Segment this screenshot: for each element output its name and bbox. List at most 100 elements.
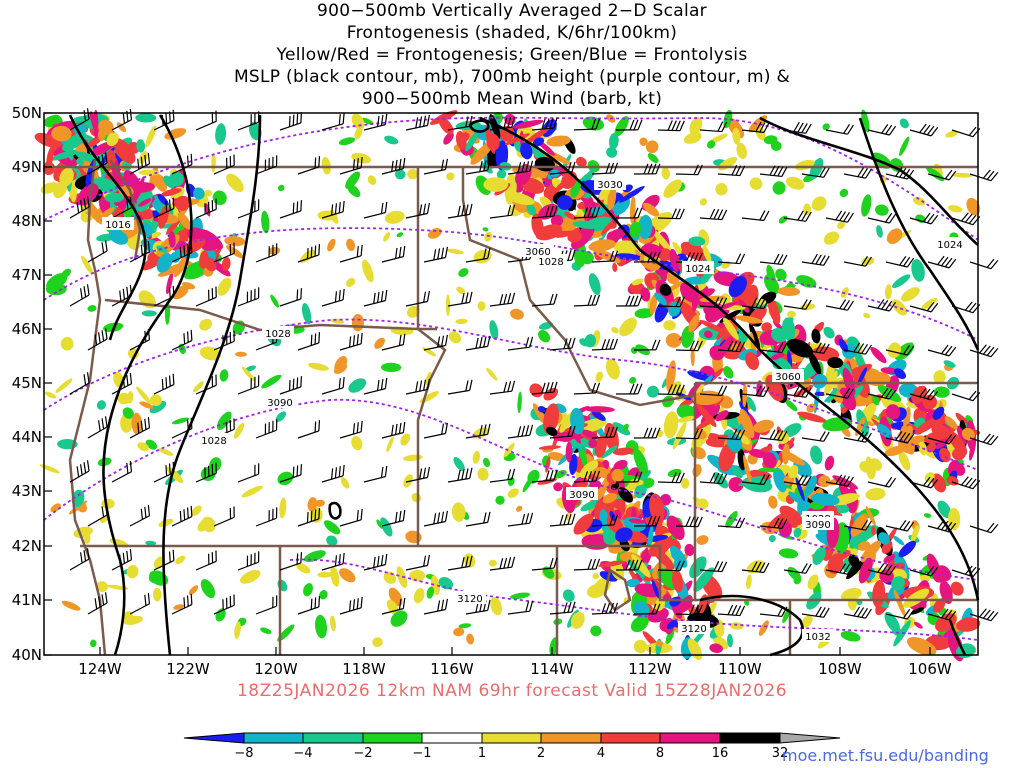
shading-patch [301, 303, 312, 325]
wind-barb [381, 333, 406, 351]
mslp-label: 1028 [535, 254, 567, 268]
shading-patch [706, 433, 724, 443]
wind-barb [297, 508, 321, 527]
height-label: 3120 [678, 621, 710, 635]
shading-patch [351, 436, 363, 451]
shading-patch [489, 320, 499, 341]
shading-patch [233, 422, 245, 439]
svg-text:1028: 1028 [265, 329, 290, 340]
wind-barb [549, 161, 576, 175]
shading-patch [168, 231, 176, 248]
wind-barb [447, 467, 473, 483]
wind-barb [927, 608, 957, 621]
shading-patch [466, 633, 474, 645]
shading-patch [524, 126, 551, 145]
title-line-1: 900−500mb Vertically Averaged 2−D Scalar [317, 1, 707, 21]
shading-patch [702, 245, 712, 263]
shading-patch [611, 468, 624, 482]
wind-barb [153, 373, 175, 395]
shading-patch [939, 580, 953, 604]
wind-barb [759, 253, 788, 266]
shading-patch [861, 109, 870, 133]
wind-barb [717, 165, 746, 177]
wind-barb [825, 299, 854, 311]
wind-barb [843, 167, 872, 179]
shading-patch [861, 194, 872, 217]
wind-barb [405, 202, 430, 219]
shading-patch [482, 457, 491, 468]
frontogenesis-shading [34, 109, 981, 662]
wind-barb [633, 339, 661, 351]
shading-patch [631, 278, 644, 286]
shading-patch [510, 592, 531, 600]
shading-patch [803, 203, 811, 216]
shading-patch [226, 173, 244, 193]
wind-barb [615, 295, 643, 307]
shading-patch [622, 423, 629, 431]
wind-barb [153, 197, 175, 219]
wind-barb [489, 116, 516, 131]
shading-patch [709, 643, 723, 654]
wind-barb [885, 520, 915, 532]
wind-barb [69, 460, 90, 483]
wind-barb [633, 251, 661, 263]
shading-patch [914, 416, 941, 435]
shading-patch [629, 377, 637, 384]
shading-patch [807, 574, 819, 590]
shading-patch [715, 410, 729, 422]
shading-patch [723, 317, 739, 340]
wind-barb [465, 511, 491, 527]
credit-link[interactable]: moe.met.fsu.edu/banding [782, 746, 989, 765]
colorbar-label: −8 [234, 746, 254, 761]
wind-barb [717, 517, 746, 529]
wind-barb [657, 472, 685, 484]
wind-barb [549, 513, 576, 527]
mslp-contour-line [328, 501, 342, 520]
shading-patch [513, 119, 544, 129]
shading-patch [736, 142, 747, 160]
shading-patch [824, 455, 835, 471]
shading-patch [763, 135, 778, 145]
shading-patch [812, 546, 826, 565]
shading-patch [520, 142, 533, 160]
shading-patch [592, 573, 600, 580]
lat-label: 43N [11, 482, 42, 500]
wind-barb [69, 548, 90, 571]
shading-patch [943, 360, 956, 368]
shading-patch [443, 132, 454, 145]
wind-barb [321, 465, 345, 483]
shading-patch [453, 457, 465, 472]
wind-barb [153, 285, 175, 307]
shading-patch [785, 176, 805, 190]
shading-patch [584, 406, 615, 413]
height-label: 3090 [802, 517, 834, 531]
shading-patch [327, 238, 336, 252]
shading-patch [386, 436, 394, 453]
wind-barb [321, 377, 345, 395]
wind-barb [297, 244, 321, 263]
shading-patch [768, 535, 776, 543]
shading-patch [135, 113, 157, 123]
svg-text:3030: 3030 [597, 180, 622, 191]
shading-patch [634, 308, 654, 319]
shading-patch [477, 467, 489, 481]
shading-patch [537, 406, 546, 413]
wind-barb [759, 429, 788, 442]
shading-patch [571, 224, 595, 250]
wind-barb [573, 558, 601, 571]
shading-patch [666, 619, 678, 630]
wind-barb [465, 247, 491, 263]
shading-patch [723, 366, 734, 379]
colorbar-cell [600, 732, 661, 744]
lat-label: 40N [11, 646, 42, 664]
shading-patch [268, 246, 281, 255]
mslp-contour-line [162, 114, 262, 656]
shading-patch [745, 352, 760, 370]
shading-patch [645, 140, 659, 154]
wind-barb [87, 504, 108, 527]
wind-barb [801, 342, 830, 354]
wind-barb [531, 469, 558, 483]
shading-patch [911, 259, 925, 282]
svg-text:1024: 1024 [937, 240, 962, 251]
shading-patch [374, 337, 385, 349]
